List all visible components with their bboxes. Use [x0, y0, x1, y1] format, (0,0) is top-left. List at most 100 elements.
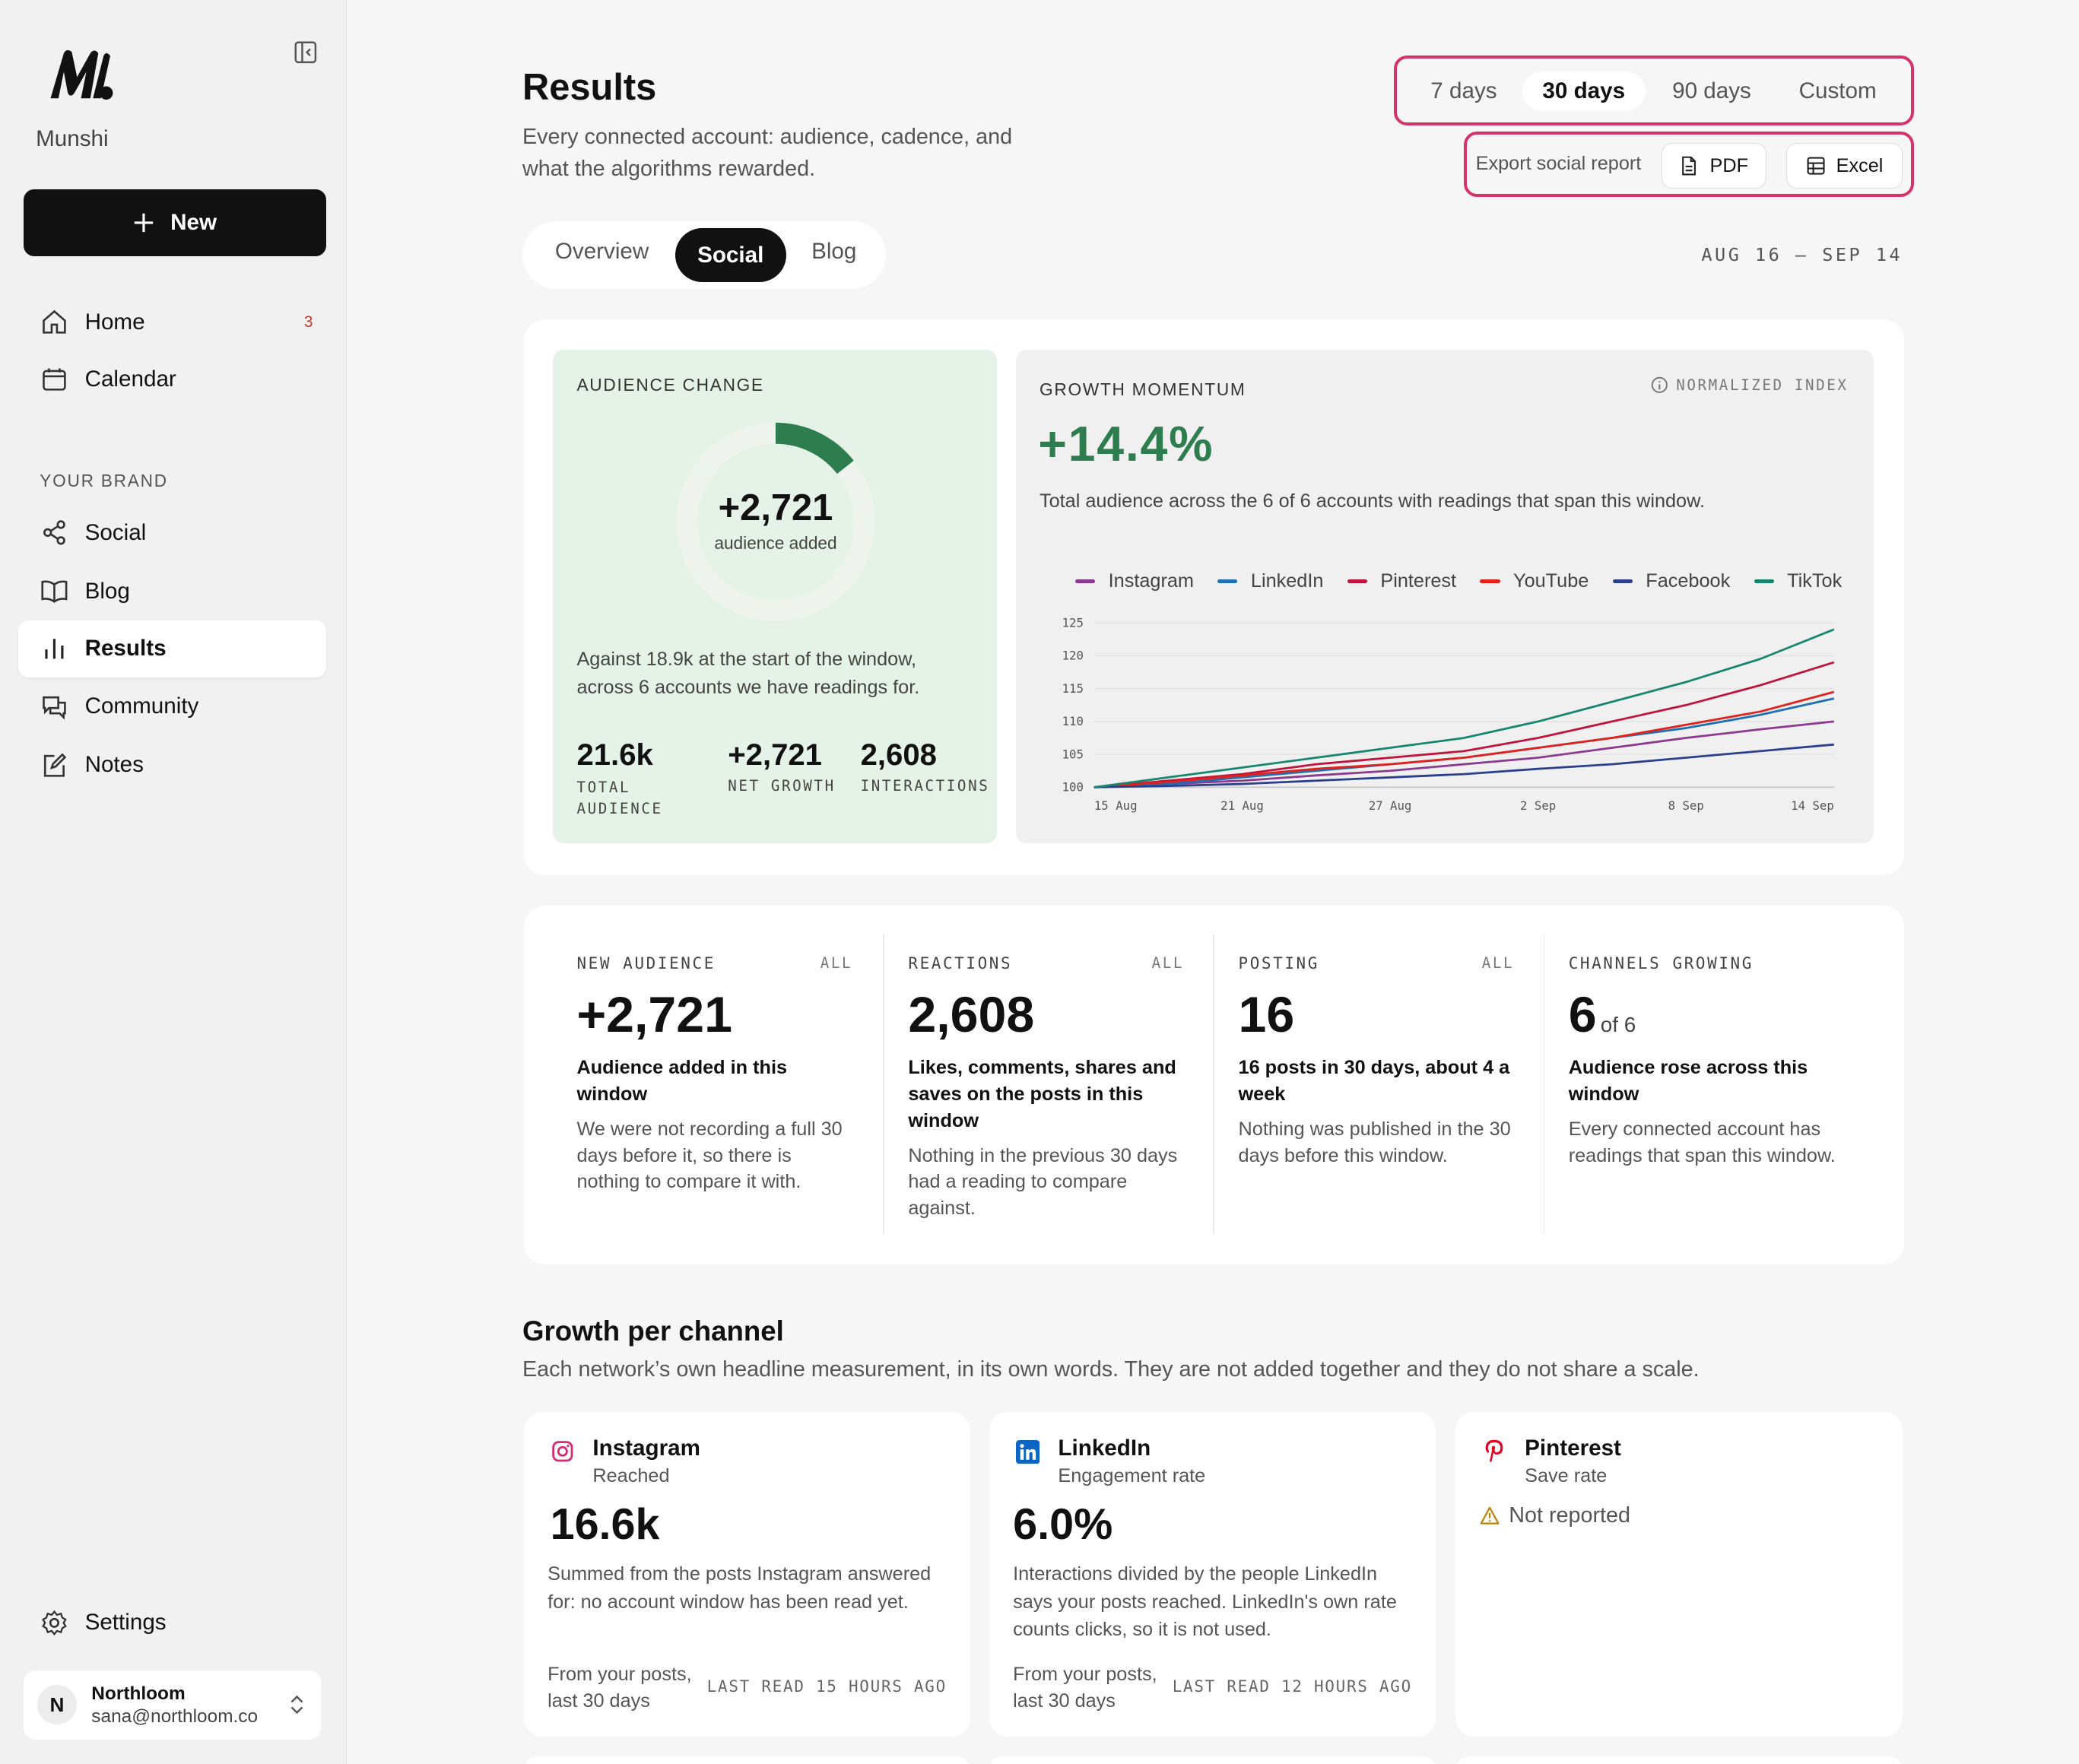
channel-last-read: LAST READ 15 HOURS AGO	[706, 1677, 947, 1696]
momentum-card: GROWTH MOMENTUM NORMALIZED INDEX +14.4% …	[1015, 350, 1874, 843]
tab[interactable]: Overview	[554, 238, 649, 264]
stat-label: NET GROWTH	[728, 776, 836, 795]
channel-description: Summed from the posts Instagram answered…	[548, 1563, 932, 1613]
legend-swatch	[1754, 579, 1774, 583]
kpi-value: 2,608	[908, 986, 1184, 1047]
tab[interactable]: Blog	[811, 238, 857, 264]
donut-value: +2,721	[718, 487, 833, 528]
date-range: AUG 16 – SEP 14	[1701, 243, 1903, 265]
range-selector	[1393, 56, 1915, 125]
x-tick-label: 27 Aug	[1368, 798, 1411, 813]
page-title: Results	[522, 67, 657, 109]
account-email: sana@northloom.co	[91, 1706, 259, 1728]
channel-metric: Save rate	[1525, 1464, 1608, 1486]
kpi-scope: ALL	[1481, 954, 1515, 972]
instagram-icon	[552, 1440, 573, 1461]
legend-label: TikTok	[1787, 569, 1843, 592]
nav-label: Notes	[84, 752, 144, 778]
nav-blog[interactable]: Blog	[41, 576, 130, 608]
channel-name: LinkedIn	[1058, 1436, 1151, 1461]
kpi-value: 6 of 6	[1569, 986, 1845, 1047]
channel-metric: Reached	[592, 1464, 670, 1486]
audience-card: AUDIENCE CHANGE +2,721 audience added Ag…	[553, 350, 998, 843]
kpi-headline: Audience rose across this window	[1568, 1057, 1808, 1106]
brand-name: Munshi	[36, 125, 109, 151]
legend-label: Pinterest	[1380, 569, 1457, 592]
account-name: Northloom	[91, 1683, 186, 1705]
nav-label: Calendar	[84, 366, 176, 392]
channel-source: From your posts, last 30 days	[548, 1663, 692, 1712]
kpi-value-number: 6	[1568, 986, 1597, 1043]
legend-label: LinkedIn	[1250, 569, 1324, 592]
stat-value: 2,608	[860, 738, 937, 773]
kpi-headline: Likes, comments, shares and saves on the…	[908, 1057, 1176, 1132]
divider	[1213, 934, 1215, 1235]
chart-subtitle: Total audience across the 6 of 6 account…	[1039, 490, 1705, 512]
new-button[interactable]: New	[24, 189, 326, 256]
nav-label: Home	[84, 309, 145, 335]
section-title: Growth per channel	[522, 1315, 784, 1347]
range-option[interactable]: 90 days	[1672, 78, 1751, 104]
kpi: NEW AUDIENCE ALL +2,721 Audience added in t…	[576, 954, 852, 1195]
nav-home[interactable]: Home 3	[41, 306, 313, 338]
nav-results[interactable]: Results	[41, 633, 167, 665]
series-line	[1093, 744, 1834, 789]
kpi-scope: ALL	[820, 954, 853, 972]
nav-badge: 3	[303, 313, 313, 331]
nav-label: Community	[84, 693, 199, 719]
button-label: Excel	[1836, 154, 1884, 176]
channel-card: Pinterest Save rate Not reported	[1455, 1411, 1903, 1737]
sidebar: Munshi New Home 3 Calendar YOUR BRAND So…	[0, 0, 348, 1764]
nav-notes[interactable]: Notes	[41, 749, 144, 781]
series-line	[1093, 690, 1834, 789]
channel-value: 6.0%	[1013, 1500, 1113, 1550]
nav-label: Blog	[84, 578, 130, 604]
legend-label: YouTube	[1513, 569, 1589, 592]
kpi-headline: 16 posts in 30 days, about 4 a week	[1238, 1057, 1510, 1106]
legend-item: LinkedIn	[1217, 570, 1323, 592]
channel-value: 16.6k	[550, 1500, 660, 1550]
nav-label: Social	[84, 519, 147, 545]
kpi-value-number: 16	[1238, 986, 1295, 1043]
kpi-label: POSTING	[1238, 954, 1319, 973]
legend-swatch	[1480, 579, 1500, 583]
channel-card-next	[989, 1756, 1436, 1764]
kpi-detail: Nothing in the previous 30 days had a re…	[908, 1144, 1178, 1220]
y-tick-label: 120	[1062, 649, 1083, 663]
kpi-headline: Audience added in this window	[576, 1057, 788, 1106]
account-avatar: N	[37, 1685, 78, 1725]
y-tick-label: 115	[1062, 681, 1083, 696]
range-option[interactable]: Custom	[1798, 78, 1877, 104]
legend: Instagram LinkedIn Pinterest YouTube Faceboo…	[1075, 570, 1842, 592]
nav-social[interactable]: Social	[41, 517, 146, 549]
nav-calendar[interactable]: Calendar	[41, 363, 176, 395]
nav-label: Settings	[84, 1610, 167, 1636]
kpi-value: 16	[1239, 986, 1515, 1047]
chart-headline: +14.4%	[1038, 417, 1214, 472]
channel-card: LinkedIn Engagement rate 6.0% Interactio…	[989, 1411, 1436, 1737]
stat-value: 21.6k	[576, 738, 653, 773]
divider	[883, 934, 884, 1235]
kpi: POSTING ALL 16 16 posts in 30 days, about 4…	[1239, 954, 1515, 1169]
export-pdf[interactable]: PDF	[1661, 143, 1766, 189]
tab-selected[interactable]: Social	[674, 227, 786, 283]
nav-community[interactable]: Community	[41, 690, 198, 722]
x-tick-label: 15 Aug	[1093, 798, 1137, 813]
divider	[1543, 934, 1545, 1235]
kpi: REACTIONS ALL 2,608 Likes, comments, shares…	[908, 954, 1184, 1222]
channel-card-next	[523, 1756, 971, 1764]
range-option[interactable]: 7 days	[1430, 78, 1497, 104]
kpi-scope: ALL	[1151, 954, 1185, 972]
export-excel[interactable]: Excel	[1785, 143, 1903, 189]
section-description: Each network’s own headline measurement,…	[522, 1357, 1700, 1382]
legend-item: YouTube	[1480, 570, 1589, 592]
collapse-sidebar[interactable]	[294, 41, 317, 64]
logo	[50, 49, 113, 100]
y-tick-label: 110	[1062, 714, 1083, 728]
account-switcher[interactable]: N Northloom sana@northloom.co	[24, 1670, 321, 1740]
kpi-value-suffix: of 6	[1600, 1012, 1636, 1036]
range-option-selected[interactable]: 30 days	[1522, 71, 1646, 112]
nav-settings[interactable]: Settings	[41, 1607, 167, 1639]
